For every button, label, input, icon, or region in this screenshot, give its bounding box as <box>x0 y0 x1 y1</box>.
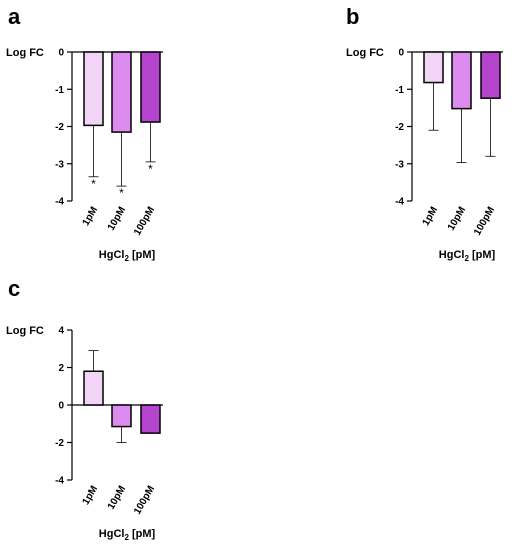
panel-letter: c <box>8 276 20 301</box>
panel-a: a Log FC 0 -1 -2 -3 -4 * 1pM * 10pM * 100pM HgCl2 [pM… <box>6 4 163 263</box>
significance-marker: * <box>119 186 124 200</box>
x-tick-label: 1pM <box>81 484 101 507</box>
panel-b: b Log FC 0 -1 -2 -3 -4 1pM 10pM 100pM HgCl2 [pM] <box>346 4 503 263</box>
x-tick-label: 100pM <box>472 205 497 237</box>
y-axis-label: Log FC <box>6 325 44 337</box>
x-axis-label: HgCl2 [pM] <box>439 249 496 263</box>
significance-marker: * <box>91 177 96 191</box>
x-tick-label: 100pM <box>132 205 157 237</box>
x-tick-label: 100pM <box>132 484 157 516</box>
y-tick-label: 0 <box>58 48 64 59</box>
y-tick-label: -4 <box>55 476 64 487</box>
bar-1pM <box>83 51 104 127</box>
y-tick-label: 0 <box>58 401 64 412</box>
bar-10pM <box>111 404 132 428</box>
x-tick-label: 10pM <box>446 205 468 233</box>
y-tick-label: -1 <box>55 85 64 96</box>
panel-letter: b <box>346 4 359 29</box>
y-tick-label: -2 <box>395 122 404 133</box>
y-tick-label: 0 <box>398 48 404 59</box>
x-axis-label: HgCl2 [pM] <box>99 528 156 542</box>
bar-1pM <box>423 51 444 84</box>
x-axis-label: HgCl2 [pM] <box>99 249 156 263</box>
y-tick-label: -3 <box>395 159 404 170</box>
bar-100pM <box>480 51 501 99</box>
panel-letter: a <box>8 4 21 29</box>
significance-marker: * <box>148 162 153 176</box>
y-tick-label: -3 <box>55 159 64 170</box>
x-tick-label: 1pM <box>81 205 101 228</box>
bar-10pM <box>451 51 472 110</box>
bar-10pM <box>111 51 132 133</box>
y-tick-label: -2 <box>55 122 64 133</box>
y-axis-label: Log FC <box>346 47 384 59</box>
y-tick-label: -4 <box>55 197 64 208</box>
bar-1pM <box>83 370 104 406</box>
x-tick-label: 10pM <box>106 484 128 512</box>
y-tick-label: -1 <box>395 85 404 96</box>
bar-100pM <box>140 51 161 123</box>
y-axis-label: Log FC <box>6 47 44 59</box>
panel-c: c Log FC 4 2 0 -2 -4 1pM 10pM 100pM HgCl2 [pM] <box>6 276 163 542</box>
x-tick-label: 10pM <box>106 205 128 233</box>
y-tick-label: -2 <box>55 438 64 449</box>
y-tick-label: -4 <box>395 197 404 208</box>
x-tick-label: 1pM <box>421 205 441 228</box>
bar-100pM <box>140 404 161 434</box>
y-tick-label: 2 <box>58 363 64 374</box>
y-tick-label: 4 <box>58 326 64 337</box>
